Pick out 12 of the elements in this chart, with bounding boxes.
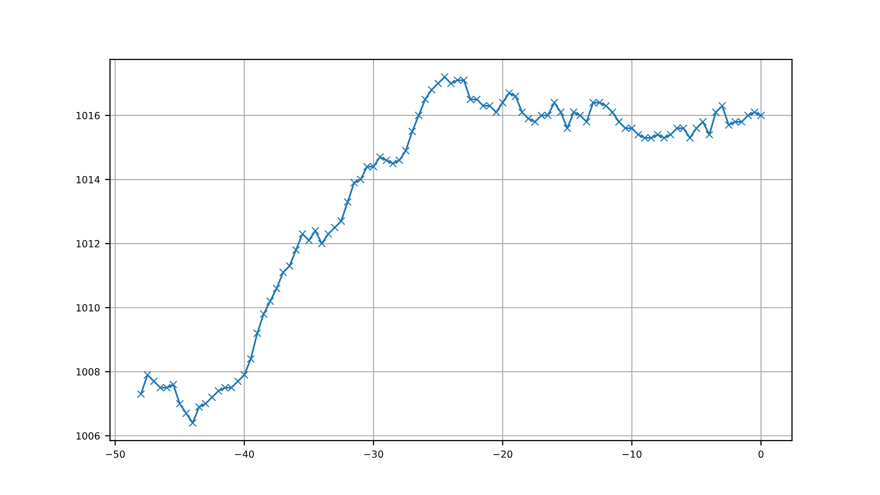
y-tick-label: 1010 [76,304,100,312]
x-tick-label: −30 [364,450,384,458]
x-tick-label: 0 [758,450,764,458]
x-tick-label: −20 [493,450,512,458]
y-tick-label: 1016 [76,112,100,120]
y-tick-label: 1012 [76,240,100,248]
y-tick-label: 1014 [76,176,100,184]
x-tick-label: −40 [235,450,254,458]
y-tick-label: 1008 [76,368,100,376]
x-tick-label: −50 [106,450,125,458]
x-tick-label: −10 [622,450,642,458]
y-tick-label: 1006 [76,432,100,440]
